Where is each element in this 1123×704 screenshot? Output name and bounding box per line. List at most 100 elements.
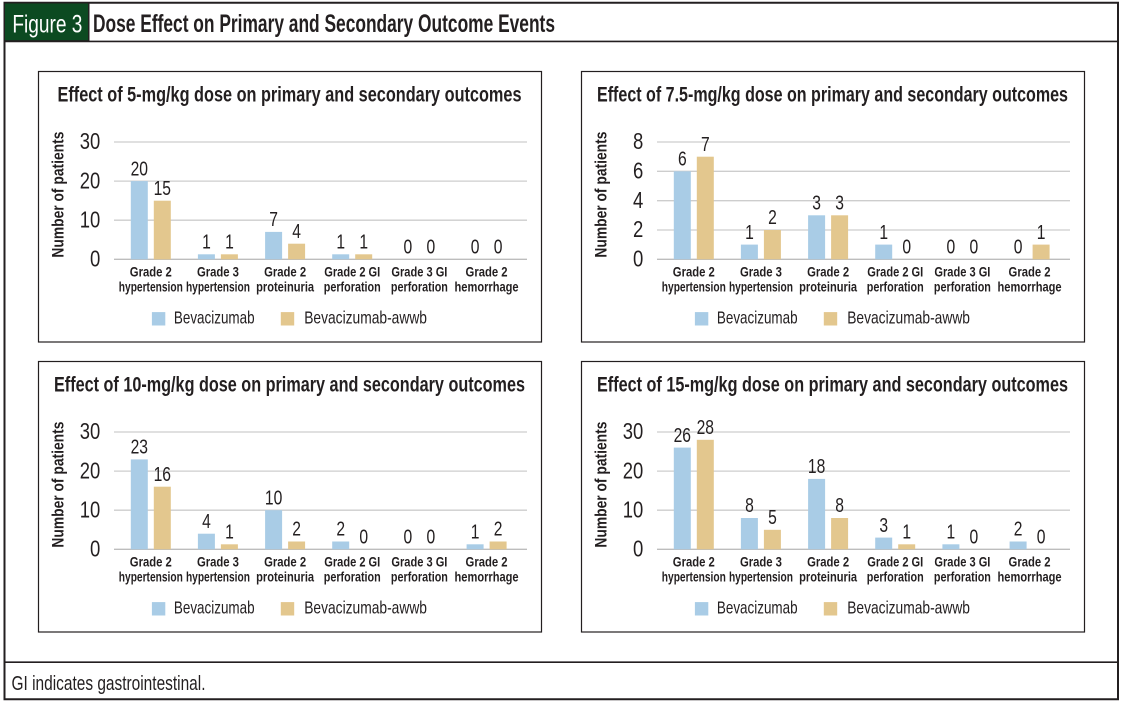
svg-text:20: 20 <box>80 457 101 483</box>
svg-text:2: 2 <box>633 216 643 242</box>
svg-text:18: 18 <box>808 456 825 478</box>
svg-text:20: 20 <box>623 457 644 483</box>
svg-text:0: 0 <box>1014 237 1023 259</box>
svg-text:0: 0 <box>90 536 100 562</box>
svg-text:Bevacizumab: Bevacizumab <box>717 598 798 618</box>
svg-text:4: 4 <box>202 511 211 533</box>
svg-text:30: 30 <box>80 128 101 154</box>
svg-text:1: 1 <box>902 522 911 544</box>
svg-text:hypertension: hypertension <box>119 570 183 585</box>
svg-text:Grade 2 GI: Grade 2 GI <box>867 264 923 279</box>
svg-text:Effect of 7.5-mg/kg dose on pr: Effect of 7.5-mg/kg dose on primary and … <box>597 84 1068 107</box>
svg-text:0: 0 <box>970 527 979 549</box>
svg-text:perforation: perforation <box>391 280 448 295</box>
svg-text:Grade 2: Grade 2 <box>130 554 172 569</box>
svg-text:Grade 2: Grade 2 <box>264 264 306 279</box>
svg-text:Grade 3 GI: Grade 3 GI <box>391 264 447 279</box>
svg-text:Effect of 10-mg/kg dose on pri: Effect of 10-mg/kg dose on primary and s… <box>54 374 525 397</box>
svg-text:perforation: perforation <box>867 570 924 585</box>
svg-text:Bevacizumab-awwb: Bevacizumab-awwb <box>847 598 970 618</box>
svg-text:0: 0 <box>902 237 911 259</box>
svg-text:Grade 2: Grade 2 <box>1009 554 1051 569</box>
svg-text:proteinuria: proteinuria <box>256 570 314 585</box>
svg-text:0: 0 <box>427 237 436 259</box>
svg-text:1: 1 <box>225 522 234 544</box>
svg-text:0: 0 <box>471 237 480 259</box>
svg-text:8: 8 <box>745 495 754 517</box>
svg-text:2: 2 <box>768 207 777 229</box>
svg-text:Grade 3: Grade 3 <box>197 554 239 569</box>
svg-text:0: 0 <box>970 237 979 259</box>
svg-text:0: 0 <box>359 527 368 549</box>
svg-text:Number of patients: Number of patients <box>49 132 68 258</box>
svg-text:hypertension: hypertension <box>119 280 183 295</box>
svg-text:2: 2 <box>292 519 301 541</box>
svg-text:7: 7 <box>269 209 278 231</box>
svg-text:6: 6 <box>633 158 643 184</box>
svg-text:perforation: perforation <box>934 570 991 585</box>
svg-text:1: 1 <box>202 232 211 254</box>
svg-text:28: 28 <box>697 417 714 439</box>
svg-text:Grade 2: Grade 2 <box>130 264 172 279</box>
svg-text:Number of patients: Number of patients <box>592 422 611 548</box>
svg-text:26: 26 <box>674 425 691 447</box>
svg-text:23: 23 <box>131 437 148 459</box>
svg-text:20: 20 <box>80 167 101 193</box>
svg-text:perforation: perforation <box>391 570 448 585</box>
svg-text:3: 3 <box>835 193 844 215</box>
svg-text:Grade 2: Grade 2 <box>673 554 715 569</box>
svg-text:perforation: perforation <box>324 570 381 585</box>
svg-text:Grade 3 GI: Grade 3 GI <box>934 264 990 279</box>
svg-text:hypertension: hypertension <box>662 280 726 295</box>
svg-text:Grade 3: Grade 3 <box>740 554 782 569</box>
svg-text:Number of patients: Number of patients <box>592 132 611 258</box>
svg-text:proteinuria: proteinuria <box>799 570 857 585</box>
svg-text:hypertension: hypertension <box>729 570 793 585</box>
svg-text:GI indicates gastrointestinal.: GI indicates gastrointestinal. <box>12 672 206 695</box>
svg-text:hemorrhage: hemorrhage <box>998 280 1062 295</box>
svg-text:1: 1 <box>225 232 234 254</box>
svg-text:Bevacizumab: Bevacizumab <box>717 308 798 328</box>
svg-text:Figure 3: Figure 3 <box>12 12 82 39</box>
svg-text:8: 8 <box>633 128 643 154</box>
svg-text:proteinuria: proteinuria <box>799 280 857 295</box>
svg-text:Grade 2: Grade 2 <box>1009 264 1051 279</box>
svg-text:3: 3 <box>879 515 888 537</box>
svg-text:0: 0 <box>404 527 413 549</box>
svg-text:Grade 3: Grade 3 <box>197 264 239 279</box>
svg-text:4: 4 <box>633 187 643 213</box>
svg-text:4: 4 <box>292 221 301 243</box>
svg-text:Bevacizumab-awwb: Bevacizumab-awwb <box>304 308 427 328</box>
svg-text:Grade 3: Grade 3 <box>740 264 782 279</box>
svg-text:Bevacizumab: Bevacizumab <box>174 308 255 328</box>
svg-text:5: 5 <box>768 507 777 529</box>
svg-text:Grade 3 GI: Grade 3 GI <box>934 554 990 569</box>
svg-text:perforation: perforation <box>867 280 924 295</box>
svg-text:3: 3 <box>812 193 821 215</box>
svg-text:0: 0 <box>1037 527 1046 549</box>
svg-text:Grade 2 GI: Grade 2 GI <box>867 554 923 569</box>
svg-text:Bevacizumab-awwb: Bevacizumab-awwb <box>304 598 427 618</box>
svg-text:hemorrhage: hemorrhage <box>998 570 1062 585</box>
svg-text:Bevacizumab-awwb: Bevacizumab-awwb <box>847 308 970 328</box>
svg-text:2: 2 <box>336 519 345 541</box>
svg-text:Dose Effect on Primary and Sec: Dose Effect on Primary and Secondary Out… <box>93 10 555 38</box>
svg-text:16: 16 <box>154 464 171 486</box>
svg-text:hypertension: hypertension <box>729 280 793 295</box>
svg-text:Grade 2: Grade 2 <box>673 264 715 279</box>
svg-text:0: 0 <box>633 536 643 562</box>
svg-text:Grade 2 GI: Grade 2 GI <box>324 264 380 279</box>
svg-text:1: 1 <box>879 222 888 244</box>
svg-text:Effect of 5-mg/kg dose on prim: Effect of 5-mg/kg dose on primary and se… <box>58 84 522 107</box>
svg-text:Grade 2: Grade 2 <box>807 554 849 569</box>
svg-text:hypertension: hypertension <box>186 570 250 585</box>
svg-text:1: 1 <box>336 232 345 254</box>
svg-text:20: 20 <box>131 158 148 180</box>
svg-text:hypertension: hypertension <box>186 280 250 295</box>
svg-text:30: 30 <box>80 418 101 444</box>
svg-text:0: 0 <box>494 237 503 259</box>
svg-text:perforation: perforation <box>934 280 991 295</box>
svg-text:1: 1 <box>947 522 956 544</box>
svg-text:hemorrhage: hemorrhage <box>455 570 519 585</box>
svg-text:2: 2 <box>494 519 503 541</box>
